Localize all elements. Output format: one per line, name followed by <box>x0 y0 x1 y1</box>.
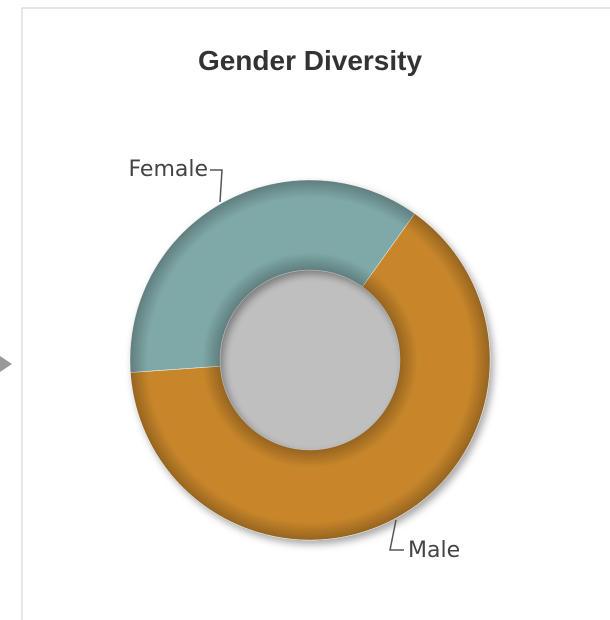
slice-label: Female <box>128 157 208 182</box>
expand-arrow[interactable] <box>0 356 12 372</box>
chart-title: Gender Diversity <box>198 45 423 76</box>
leader-line <box>210 169 223 203</box>
leader-line <box>389 519 404 551</box>
slice-label: Male <box>408 538 460 563</box>
